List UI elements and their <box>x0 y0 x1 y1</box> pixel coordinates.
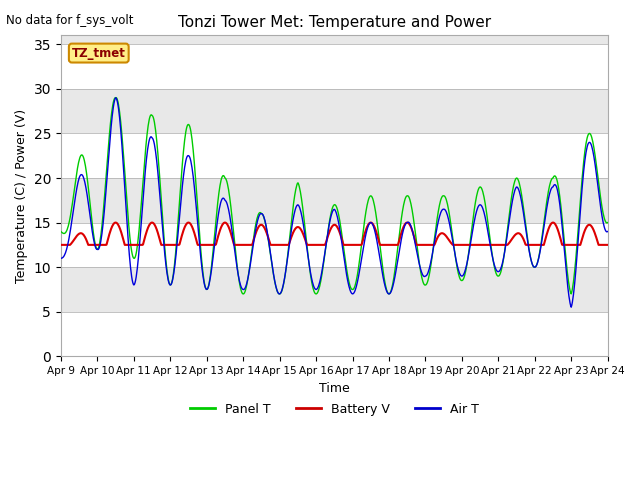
Bar <box>61 178 608 223</box>
Bar <box>61 312 608 356</box>
Bar <box>61 133 608 178</box>
Bar <box>61 89 608 133</box>
Bar <box>61 0 608 44</box>
Y-axis label: Temperature (C) / Power (V): Temperature (C) / Power (V) <box>15 109 28 283</box>
X-axis label: Time: Time <box>319 382 349 395</box>
Title: Tonzi Tower Met: Temperature and Power: Tonzi Tower Met: Temperature and Power <box>178 15 491 30</box>
Legend: Panel T, Battery V, Air T: Panel T, Battery V, Air T <box>185 398 483 420</box>
Bar <box>61 267 608 312</box>
Text: No data for f_sys_volt: No data for f_sys_volt <box>6 14 134 27</box>
Bar <box>61 223 608 267</box>
Bar <box>61 44 608 89</box>
Text: TZ_tmet: TZ_tmet <box>72 47 125 60</box>
